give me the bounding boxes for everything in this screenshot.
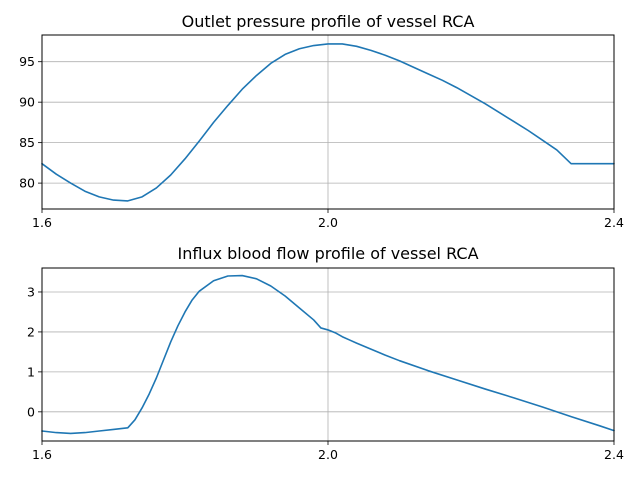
y-tick-label: 90	[19, 95, 35, 110]
x-tick-label: 2.4	[604, 215, 624, 230]
y-tick-label: 2	[27, 324, 35, 339]
y-tick-label: 80	[19, 176, 35, 191]
x-tick-label: 1.6	[32, 215, 52, 230]
y-tick-label: 1	[27, 364, 35, 379]
y-tick-label: 85	[19, 135, 35, 150]
x-tick-label: 2.0	[318, 447, 338, 462]
x-tick-label: 2.4	[604, 447, 624, 462]
chart-title: Outlet pressure profile of vessel RCA	[182, 12, 475, 31]
chart-title: Influx blood flow profile of vessel RCA	[177, 244, 478, 263]
series-line	[41, 274, 615, 435]
x-tick-label: 1.6	[32, 447, 52, 462]
y-tick-label: 95	[19, 54, 35, 69]
y-tick-label: 3	[27, 284, 35, 299]
y-tick-label: 0	[27, 404, 35, 419]
flow-chart-panel: 1.6 2.0 2.4 0 1 2 3 Influx blood flow profile o…	[27, 244, 624, 462]
series-line	[41, 43, 615, 202]
x-tick-label: 2.0	[318, 215, 338, 230]
pressure-chart-panel: 1.6 2.0 2.4 80 85 90 95 Outlet pressure profile…	[19, 12, 624, 230]
